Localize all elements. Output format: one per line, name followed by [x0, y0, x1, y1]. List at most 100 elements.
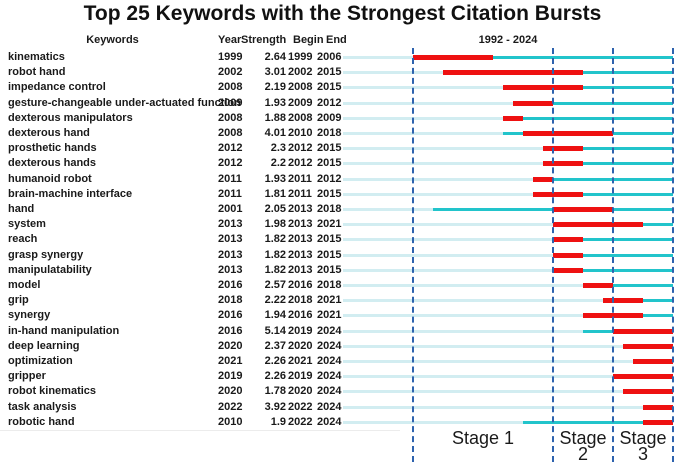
end-cell: 2018: [317, 127, 342, 139]
pre-appearance-segment: [343, 375, 613, 379]
burst-timeline-track: [343, 339, 673, 354]
pre-appearance-segment: [343, 223, 553, 227]
strength-cell: 2.37: [264, 339, 286, 352]
year-cell: 2008: [218, 127, 243, 139]
keyword-cell: grasp synergy: [8, 248, 84, 261]
table-row: gripper 2019 2.26 2019 2024: [0, 369, 685, 384]
strength-cell: 2.57: [264, 279, 286, 291]
burst-segment: [583, 283, 613, 288]
keyword-cell: dexterous manipulators: [8, 111, 133, 124]
begin-cell: 2016: [288, 309, 313, 322]
year-cell: 2016: [218, 279, 243, 291]
keyword-cell: brain-machine interface: [8, 187, 133, 200]
end-cell: 2024: [317, 385, 342, 398]
active-period-segment: [523, 116, 673, 120]
begin-cell: 2008: [288, 81, 313, 94]
strength-cell: 1.94: [264, 309, 286, 322]
end-cell: 2015: [317, 157, 342, 170]
table-row: deep learning 2020 2.37 2020 2024: [0, 339, 685, 354]
pre-appearance-segment: [343, 405, 643, 409]
begin-cell: 2020: [288, 385, 313, 398]
strength-cell: 1.78: [264, 385, 286, 398]
begin-cell: 2016: [288, 279, 313, 291]
burst-segment: [443, 70, 583, 76]
begin-cell: 2012: [288, 142, 313, 155]
header-strength: Strength: [241, 34, 287, 46]
pre-appearance-segment: [343, 192, 533, 196]
end-cell: 2021: [317, 218, 342, 231]
pre-appearance-segment: [343, 420, 523, 424]
active-period-segment: [613, 284, 673, 287]
strength-cell: 2.26: [264, 355, 286, 367]
table-row: reach 2013 1.82 2013 2015: [0, 232, 685, 247]
strength-cell: 1.82: [264, 233, 286, 246]
active-period-segment: [583, 147, 673, 151]
pre-appearance-segment: [343, 360, 633, 363]
burst-segment: [643, 404, 673, 410]
burst-timeline-track: [343, 126, 673, 141]
strength-cell: 2.05: [264, 203, 286, 215]
table-row: robotic hand 2010 1.9 2022 2024: [0, 415, 685, 430]
year-cell: 2011: [218, 172, 242, 185]
year-cell: 2013: [218, 248, 243, 261]
burst-segment: [553, 222, 643, 228]
pre-appearance-segment: [343, 284, 583, 287]
strength-cell: 1.93: [264, 96, 286, 109]
burst-timeline-track: [343, 187, 673, 202]
table-row: manipulatability 2013 1.82 2013 2015: [0, 263, 685, 278]
end-cell: 2015: [317, 66, 342, 79]
keyword-cell: kinematics: [8, 51, 65, 63]
burst-segment: [553, 237, 583, 243]
pre-appearance-segment: [343, 344, 623, 348]
table-row: hand 2001 2.05 2013 2018: [0, 202, 685, 217]
keyword-cell: prosthetic hands: [8, 142, 97, 155]
table-bottom-rule: [0, 430, 400, 431]
strength-cell: 1.82: [264, 248, 286, 261]
burst-segment: [523, 131, 613, 136]
begin-cell: 1999: [288, 51, 313, 63]
begin-cell: 2009: [288, 96, 313, 109]
stage-divider-line: [412, 48, 414, 462]
strength-cell: 2.19: [264, 81, 286, 94]
active-period-segment: [493, 56, 673, 59]
burst-timeline-track: [343, 248, 673, 263]
burst-timeline-track: [343, 172, 673, 187]
active-period-segment: [583, 268, 673, 272]
table-row: in-hand manipulation 2016 5.14 2019 2024: [0, 324, 685, 339]
year-cell: 2016: [218, 309, 243, 322]
burst-timeline-track: [343, 369, 673, 384]
begin-cell: 2012: [288, 157, 313, 170]
burst-segment: [553, 252, 583, 258]
strength-cell: 2.26: [264, 370, 286, 383]
end-cell: 2024: [317, 400, 342, 413]
table-row: dexterous manipulators 2008 1.88 2008 2009: [0, 111, 685, 126]
table-row: gesture-changeable under-actuated functi…: [0, 96, 685, 111]
table-row: brain-machine interface 2011 1.81 2011 2015: [0, 187, 685, 202]
table-row: system 2013 1.98 2013 2021: [0, 217, 685, 232]
active-period-segment: [583, 238, 673, 242]
table-row: robot hand 2002 3.01 2002 2015: [0, 65, 685, 80]
chart-title: Top 25 Keywords with the Strongest Citat…: [83, 2, 602, 25]
burst-timeline-track: [343, 50, 673, 65]
burst-segment: [533, 176, 553, 182]
keyword-cell: gesture-changeable under-actuated functi…: [8, 96, 241, 109]
begin-cell: 2019: [288, 324, 313, 337]
pre-appearance-segment: [343, 147, 543, 151]
strength-cell: 3.92: [264, 400, 286, 413]
keyword-cell: dexterous hands: [8, 157, 97, 170]
year-cell: 2008: [218, 111, 243, 124]
header-year: Year: [218, 34, 242, 46]
end-cell: 2015: [317, 248, 342, 261]
active-period-segment: [583, 192, 673, 196]
active-period-segment: [613, 208, 673, 211]
burst-segment: [533, 191, 583, 197]
burst-timeline-track: [343, 111, 673, 126]
stage-divider-line: [612, 48, 614, 462]
table-row: task analysis 2022 3.92 2022 2024: [0, 400, 685, 415]
pre-appearance-segment: [343, 132, 503, 135]
burst-timeline-track: [343, 141, 673, 156]
stage-label: Stage 2: [559, 428, 607, 464]
begin-cell: 2018: [288, 294, 313, 307]
burst-timeline-track: [343, 65, 673, 80]
keyword-cell: in-hand manipulation: [8, 324, 120, 337]
